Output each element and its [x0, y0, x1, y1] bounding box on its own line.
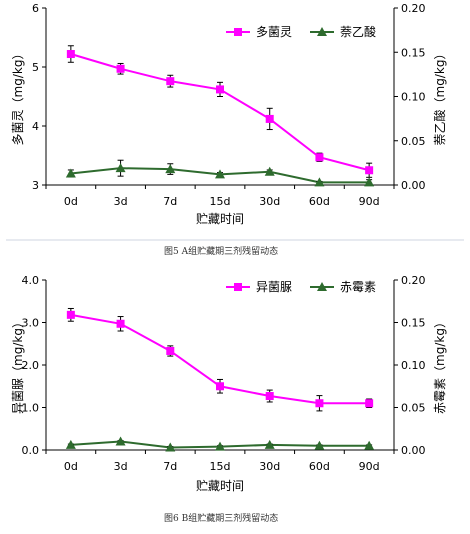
y-tick-label-right: 0.15 [401, 317, 426, 330]
y-axis-title-right: 萘乙酸（mg/kg） [432, 48, 447, 146]
data-point [365, 166, 374, 175]
data-point [365, 399, 374, 408]
x-tick-label: 7d [163, 195, 177, 208]
legend-label: 赤霉素 [340, 280, 376, 294]
x-tick-label: 60d [309, 195, 330, 208]
y-tick-label-right: 0.00 [401, 444, 426, 457]
x-tick-label: 90d [359, 460, 380, 473]
caption-a: 图5 A组贮藏期三剂残留动态 [164, 245, 278, 257]
data-point [265, 114, 274, 123]
data-point [315, 153, 324, 162]
data-point [264, 166, 275, 176]
data-point [166, 346, 175, 355]
x-tick-label: 0d [64, 195, 78, 208]
x-tick-label: 30d [259, 195, 280, 208]
y-tick-label-left: 0.0 [22, 444, 40, 457]
y-axis-title-right: 赤霉素（mg/kg） [433, 316, 447, 414]
y-axis-title-left: 异菌脲（mg/kg） [11, 316, 25, 414]
x-tick-label: 0d [64, 460, 78, 473]
data-point [66, 310, 75, 319]
legend-label: 异菌脲 [256, 280, 292, 294]
data-point [215, 169, 225, 179]
y-tick-label-left: 3 [32, 179, 39, 192]
legend-marker [234, 28, 242, 36]
data-point [314, 440, 325, 450]
y-tick-label-right: 0.10 [401, 91, 426, 104]
data-point [116, 319, 125, 328]
data-point [215, 441, 225, 451]
chart-a: 3 4 5 6 0.00 0.05 0.10 0.15 0.20 0d 3d 7d 15d 30d 60d 9… [11, 2, 447, 226]
data-point [115, 436, 126, 446]
y-tick-label-left: 4 [32, 120, 39, 133]
data-point [65, 168, 76, 178]
x-axis-title: 贮藏时间 [196, 211, 244, 226]
y-tick-label-right: 0.05 [401, 135, 426, 148]
y-tick-label-right: 0.15 [401, 46, 426, 59]
data-point [165, 442, 176, 452]
y-tick-label-right: 0.20 [401, 2, 426, 15]
legend-marker [317, 282, 327, 291]
x-tick-label: 7d [163, 460, 177, 473]
y-tick-label-left: 6 [32, 2, 39, 15]
data-point [65, 439, 76, 449]
x-tick-label: 15d [210, 460, 231, 473]
legend-label: 萘乙酸 [340, 24, 376, 39]
data-point [116, 64, 125, 73]
y-tick-label-left: 1.0 [22, 402, 40, 415]
series-line [70, 53, 370, 172]
data-point [315, 399, 324, 408]
caption-b: 图6 B组贮藏期三剂残留动态 [164, 512, 278, 524]
legend-marker [234, 283, 242, 291]
y-tick-label-left: 4.0 [22, 274, 40, 287]
data-point [265, 392, 274, 401]
x-tick-label: 3d [114, 460, 128, 473]
legend-label: 多菌灵 [256, 25, 292, 39]
data-point [364, 177, 375, 187]
data-point [66, 50, 75, 59]
data-point [115, 163, 126, 173]
data-point [216, 85, 224, 94]
data-point [216, 382, 224, 391]
y-tick-label-right: 0.10 [401, 359, 426, 372]
x-tick-label: 90d [359, 195, 380, 208]
data-point [165, 164, 176, 174]
x-tick-label: 60d [309, 460, 330, 473]
y-tick-label-left: 5 [32, 61, 39, 74]
x-tick-label: 15d [210, 195, 231, 208]
chart-b: 0.0 1.0 2.0 3.0 4.0 0.00 0.05 0.10 0.15 0.20 0d 3d 7… [11, 274, 447, 493]
y-tick-label-right: 0.20 [401, 274, 426, 287]
y-tick-label-right: 0.00 [401, 179, 426, 192]
data-point [364, 440, 375, 450]
data-point [166, 77, 175, 86]
y-tick-label-left: 2.0 [22, 359, 40, 372]
data-point [314, 177, 325, 187]
x-axis-title: 贮藏时间 [196, 478, 244, 493]
y-axis-title-left: 多菌灵（mg/kg） [11, 48, 25, 146]
y-tick-label-right: 0.05 [401, 402, 426, 415]
legend-marker [317, 27, 327, 36]
data-point [264, 439, 275, 449]
y-tick-label-left: 3.0 [22, 317, 40, 330]
x-tick-label: 30d [259, 460, 280, 473]
x-tick-label: 3d [114, 195, 128, 208]
